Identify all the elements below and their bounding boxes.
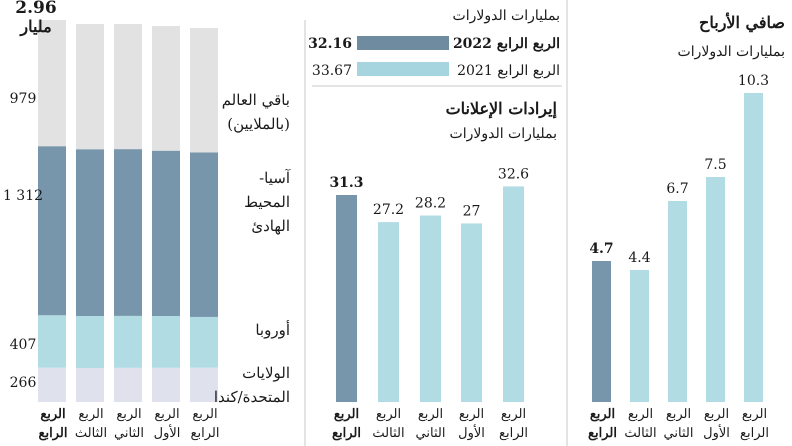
legend-label-2021: الربع الرابع 2021 <box>457 63 560 79</box>
users-bar-4-seg-0 <box>190 367 218 402</box>
ads-value-3: 27 <box>463 203 481 219</box>
income-bar-2 <box>668 201 687 402</box>
ads-value-0: 31.3 <box>329 175 363 191</box>
income-xtick-2-line1: الربع <box>666 407 691 422</box>
income-xtick-1-line2: الثالث <box>624 426 656 441</box>
income-xtick-3-line2: الأول <box>703 424 730 441</box>
users-bar-0-seg-3 <box>38 20 66 147</box>
ads-xtick-3-line2: الأول <box>458 424 485 441</box>
income-value-2: 6.7 <box>666 181 688 197</box>
users-total-label: 2.96 <box>15 0 56 18</box>
income-bar-1 <box>630 270 649 402</box>
users-bar-1-seg-2 <box>76 149 104 316</box>
income-xtick-2-line2: الثاني <box>664 426 694 441</box>
users-xtick-2-line2: الثاني <box>114 426 144 441</box>
ads-xtick-1-line1: الربع <box>376 407 401 422</box>
legend-swatch-2021 <box>357 62 449 76</box>
ads-xtick-0-line1: الربع <box>334 407 359 422</box>
users-bar-4-seg-2 <box>190 152 218 317</box>
users-bar-3-seg-2 <box>152 150 180 317</box>
users-xtick-1-line2: الثالث <box>75 426 107 441</box>
users-bar-3-seg-1 <box>152 316 180 368</box>
ads-subtitle: بمليارات الدولارات <box>450 126 557 142</box>
income-value-4: 10.3 <box>738 73 769 89</box>
users-series-value-1: 407 <box>10 337 37 353</box>
ads-bar-1 <box>378 222 399 402</box>
ads-bar-2 <box>420 215 441 402</box>
legend-unit: بمليارات الدولارات <box>453 8 560 24</box>
income-title: صافي الأرباح <box>699 12 785 33</box>
ads-xtick-4-line1: الربع <box>501 407 526 422</box>
ads-bar-0 <box>336 195 357 402</box>
income-bar-0 <box>592 261 611 402</box>
ads-title: إيرادات الإعلانات <box>446 99 557 119</box>
users-total-unit: مليار <box>19 17 51 37</box>
ads-xtick-0-line2: الرابع <box>332 426 361 441</box>
legend-value-2022: 32.16 <box>308 36 352 52</box>
income-bar-3 <box>706 177 725 402</box>
users-series-name-3-line1: (بالملايين) <box>227 115 290 133</box>
ads-value-2: 28.2 <box>415 196 446 212</box>
users-series-name-2-line1: المحيط <box>244 193 290 211</box>
ads-bar-3 <box>461 223 482 402</box>
ads-xtick-2-line2: الثاني <box>416 426 446 441</box>
ads-xtick-3-line1: الربع <box>459 407 484 422</box>
income-xtick-1-line1: الربع <box>628 407 653 422</box>
users-series-value-3: 979 <box>10 91 37 107</box>
users-series-value-2: 1 312 <box>3 188 43 204</box>
income-value-1: 4.4 <box>628 250 650 266</box>
users-bar-4-seg-1 <box>190 316 218 368</box>
income-value-0: 4.7 <box>589 241 613 257</box>
users-bar-3-seg-3 <box>152 26 180 151</box>
users-xtick-4-line1: الربع <box>192 407 217 422</box>
users-series-value-0: 266 <box>10 375 37 391</box>
users-xtick-0-line1: الربع <box>40 407 65 422</box>
ads-bar-4 <box>503 186 524 402</box>
income-xtick-4-line2: الرابع <box>740 426 769 441</box>
users-xtick-0-line2: الرابع <box>39 426 68 441</box>
income-xtick-0-line1: الربع <box>590 407 615 422</box>
users-xtick-1-line1: الربع <box>78 407 103 422</box>
users-bar-1-seg-3 <box>76 24 104 150</box>
users-series-name-2-line0: آسيا- <box>259 169 291 187</box>
ads-xtick-1-line2: الثالث <box>372 426 404 441</box>
users-bar-2-seg-0 <box>114 367 142 402</box>
ads-value-4: 32.6 <box>498 166 529 182</box>
users-bar-0-seg-0 <box>38 367 66 402</box>
users-xtick-3-line1: الربع <box>154 407 179 422</box>
users-series-name-0-line1: المتحدة/كندا <box>214 388 290 406</box>
users-series-name-2-line2: الهادئ <box>251 217 290 235</box>
users-xtick-3-line2: الأول <box>154 424 181 441</box>
users-xtick-2-line1: الربع <box>116 407 141 422</box>
income-xtick-4-line1: الربع <box>742 407 767 422</box>
users-series-name-0-line0: الولايات <box>242 364 290 382</box>
income-xtick-0-line2: الرابع <box>588 426 617 441</box>
users-bar-4-seg-3 <box>190 28 218 153</box>
income-value-3: 7.5 <box>704 157 726 173</box>
users-bar-2-seg-1 <box>114 315 142 368</box>
users-bar-0-seg-2 <box>38 146 66 316</box>
ads-xtick-2-line1: الربع <box>418 407 443 422</box>
legend-value-2021: 33.67 <box>312 63 352 79</box>
ads-value-1: 27.2 <box>373 202 404 218</box>
users-bar-2-seg-3 <box>114 24 142 150</box>
users-bar-2-seg-2 <box>114 149 142 316</box>
users-bar-1-seg-1 <box>76 315 104 369</box>
users-bar-3-seg-0 <box>152 367 180 402</box>
users-xtick-4-line2: الرابع <box>191 426 220 441</box>
users-bar-0-seg-1 <box>38 315 66 368</box>
legend-swatch-2022 <box>357 36 449 50</box>
users-bar-1-seg-0 <box>76 368 104 402</box>
users-series-name-3-line0: باقي العالم <box>222 91 290 109</box>
users-series-name-1-line0: أوروبا <box>255 320 290 339</box>
ads-xtick-4-line2: الرابع <box>499 426 528 441</box>
legend-label-2022: الربع الرابع 2022 <box>453 36 560 52</box>
income-bar-4 <box>744 93 763 402</box>
income-xtick-3-line1: الربع <box>704 407 729 422</box>
income-subtitle: بمليارات الدولارات <box>678 44 785 60</box>
